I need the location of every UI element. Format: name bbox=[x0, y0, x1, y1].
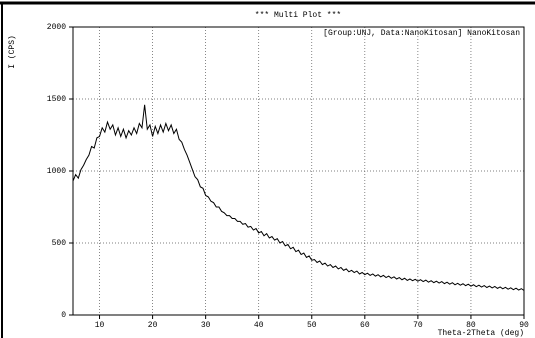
x-tick-label: 30 bbox=[201, 321, 211, 330]
legend-text: [Group:UNJ, Data:NanoKitosan] NanoKitosa… bbox=[323, 29, 520, 38]
y-tick-label: 0 bbox=[61, 311, 66, 320]
y-tick-label: 500 bbox=[52, 239, 67, 248]
x-tick-label: 90 bbox=[519, 321, 529, 330]
y-tick-label: 1500 bbox=[47, 95, 66, 104]
plot-frame bbox=[72, 26, 525, 316]
y-tick-label: 1000 bbox=[47, 167, 66, 176]
x-tick-label: 10 bbox=[95, 321, 105, 330]
x-tick-label: 70 bbox=[413, 321, 423, 330]
data-line bbox=[72, 104, 525, 291]
y-axis-label: I (CPS) bbox=[8, 35, 17, 69]
x-tick-label: 50 bbox=[307, 321, 317, 330]
x-tick-label: 40 bbox=[254, 321, 264, 330]
x-tick-label: 20 bbox=[148, 321, 158, 330]
x-tick-label: 60 bbox=[360, 321, 370, 330]
chart-title: *** Multi Plot *** bbox=[255, 11, 341, 20]
y-tick-label: 2000 bbox=[47, 23, 66, 32]
x-axis-label: Theta-2Theta (deg) bbox=[438, 329, 524, 338]
x-tick-label: 80 bbox=[466, 321, 476, 330]
